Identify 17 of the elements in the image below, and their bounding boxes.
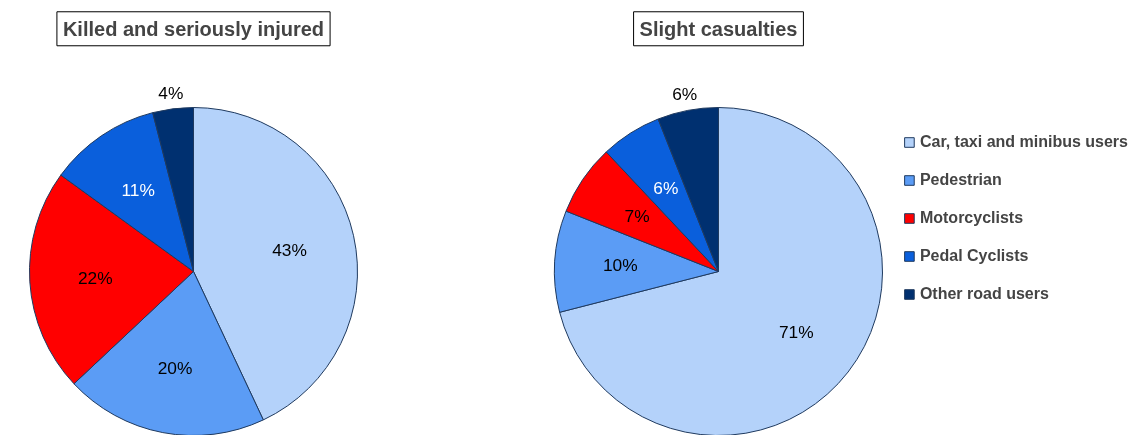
- chart-title: Slight casualties: [639, 17, 798, 40]
- legend-label: Motorcyclists: [919, 208, 1025, 227]
- data-label: 11%: [121, 180, 155, 201]
- legend-label: Car, taxi and minibus users: [919, 132, 1128, 151]
- data-label: 43%: [272, 240, 307, 261]
- data-label: 4%: [158, 82, 184, 103]
- data-label: 22%: [77, 267, 113, 288]
- data-label: 10%: [602, 255, 638, 276]
- chart-title: Killed and seriously injured: [62, 17, 325, 40]
- data-label: 71%: [778, 321, 814, 342]
- legend-label: Pedal Cyclists: [919, 246, 1030, 265]
- legend-label: Pedestrian: [919, 170, 1003, 189]
- data-label: 6%: [672, 84, 698, 105]
- legend-label: Other road users: [919, 284, 1050, 303]
- data-label: 7%: [624, 206, 650, 227]
- data-label: 20%: [157, 358, 193, 379]
- data-label: 6%: [653, 178, 679, 199]
